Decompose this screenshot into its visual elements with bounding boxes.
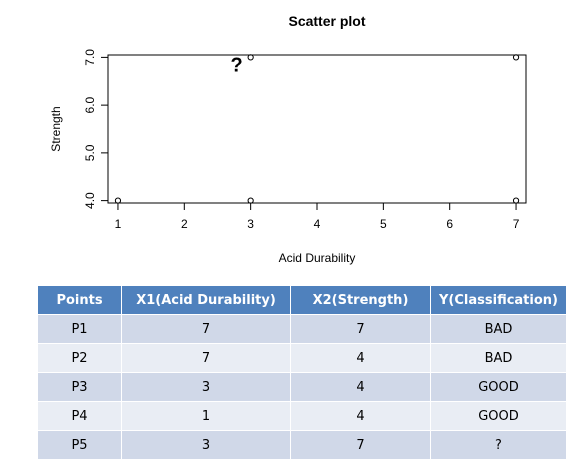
scatter-point bbox=[512, 197, 520, 204]
table-row: P1 7 7 BAD bbox=[37, 314, 567, 344]
x-tick-label: 4 bbox=[314, 217, 321, 231]
column-header: X2(Strength) bbox=[290, 285, 431, 315]
x-tick-label: 3 bbox=[247, 217, 254, 231]
table-body: P1 7 7 BAD P2 7 4 BAD P3 3 4 GOOD P4 1 4 GOOD P5 3 7? bbox=[37, 314, 567, 460]
table-cell: P4 bbox=[37, 401, 122, 431]
table-cell: 4 bbox=[290, 401, 431, 431]
scatter-point bbox=[247, 197, 254, 204]
y-axis: 4.0 5.0 6.0 7.0 bbox=[83, 49, 109, 209]
x-tick-label: 6 bbox=[446, 217, 453, 231]
table-row: P3 3 4 GOOD bbox=[37, 372, 567, 402]
table-cell: P3 bbox=[37, 372, 122, 402]
x-tick-label: 5 bbox=[380, 217, 387, 231]
x-axis: 1 2 3 4 5 6 7 bbox=[115, 202, 520, 231]
table-cell: P5 bbox=[37, 430, 122, 460]
table-cell: 4 bbox=[290, 343, 431, 373]
chart-title: Scatter plot bbox=[288, 13, 365, 29]
table-cell: ? bbox=[430, 430, 567, 460]
x-tick-label: 2 bbox=[181, 217, 188, 231]
table-cell: BAD bbox=[430, 343, 567, 373]
table-row: P2 7 4 BAD bbox=[37, 343, 567, 373]
column-header: Points bbox=[37, 285, 122, 315]
y-axis-label: Strength bbox=[49, 106, 63, 151]
column-header: Y(Classification) bbox=[430, 285, 567, 315]
table-row: P5 3 7? bbox=[37, 430, 567, 460]
unknown-point-annotation: ? bbox=[231, 54, 243, 76]
x-tick-label: 1 bbox=[115, 217, 122, 231]
table-cell: 7 bbox=[290, 430, 431, 460]
table-cell: 4 bbox=[290, 372, 431, 402]
table-cell: 7 bbox=[290, 314, 431, 344]
scatter-plot: Scatter plot 1 2 3 4 5 6 7 4.0 5.0 6.0 7.0 ? Acid… bbox=[49, 13, 527, 265]
y-tick-label: 4.0 bbox=[83, 192, 97, 209]
table-header-row: Points X1(Acid Durability) X2(Strength) Y(C… bbox=[37, 285, 567, 315]
y-tick-label: 5.0 bbox=[83, 144, 97, 161]
table-cell: 1 bbox=[121, 401, 291, 431]
table-cell: P1 bbox=[37, 314, 122, 344]
points-table: Points X1(Acid Durability) X2(Strength) Y(C… bbox=[37, 285, 567, 460]
x-tick-label: 7 bbox=[513, 217, 520, 231]
table-cell: GOOD bbox=[430, 372, 567, 402]
table-cell: BAD bbox=[430, 314, 567, 344]
scatter-point bbox=[512, 54, 520, 61]
y-tick-label: 7.0 bbox=[83, 49, 97, 66]
table-cell: P2 bbox=[37, 343, 122, 373]
table-cell: 7 bbox=[121, 343, 291, 373]
x-axis-label: Acid Durability bbox=[279, 251, 356, 265]
y-tick-label: 6.0 bbox=[83, 96, 97, 113]
table-row: P4 1 4 GOOD bbox=[37, 401, 567, 431]
table-cell: 3 bbox=[121, 430, 291, 460]
table-cell: 7 bbox=[121, 314, 291, 344]
scatter-point bbox=[114, 197, 122, 204]
plot-frame bbox=[107, 54, 527, 204]
annotations: ? bbox=[231, 54, 243, 76]
table-cell: GOOD bbox=[430, 401, 567, 431]
column-header: X1(Acid Durability) bbox=[121, 285, 291, 315]
scatter-point bbox=[247, 54, 254, 61]
data-points bbox=[114, 54, 520, 204]
table-cell: 3 bbox=[121, 372, 291, 402]
